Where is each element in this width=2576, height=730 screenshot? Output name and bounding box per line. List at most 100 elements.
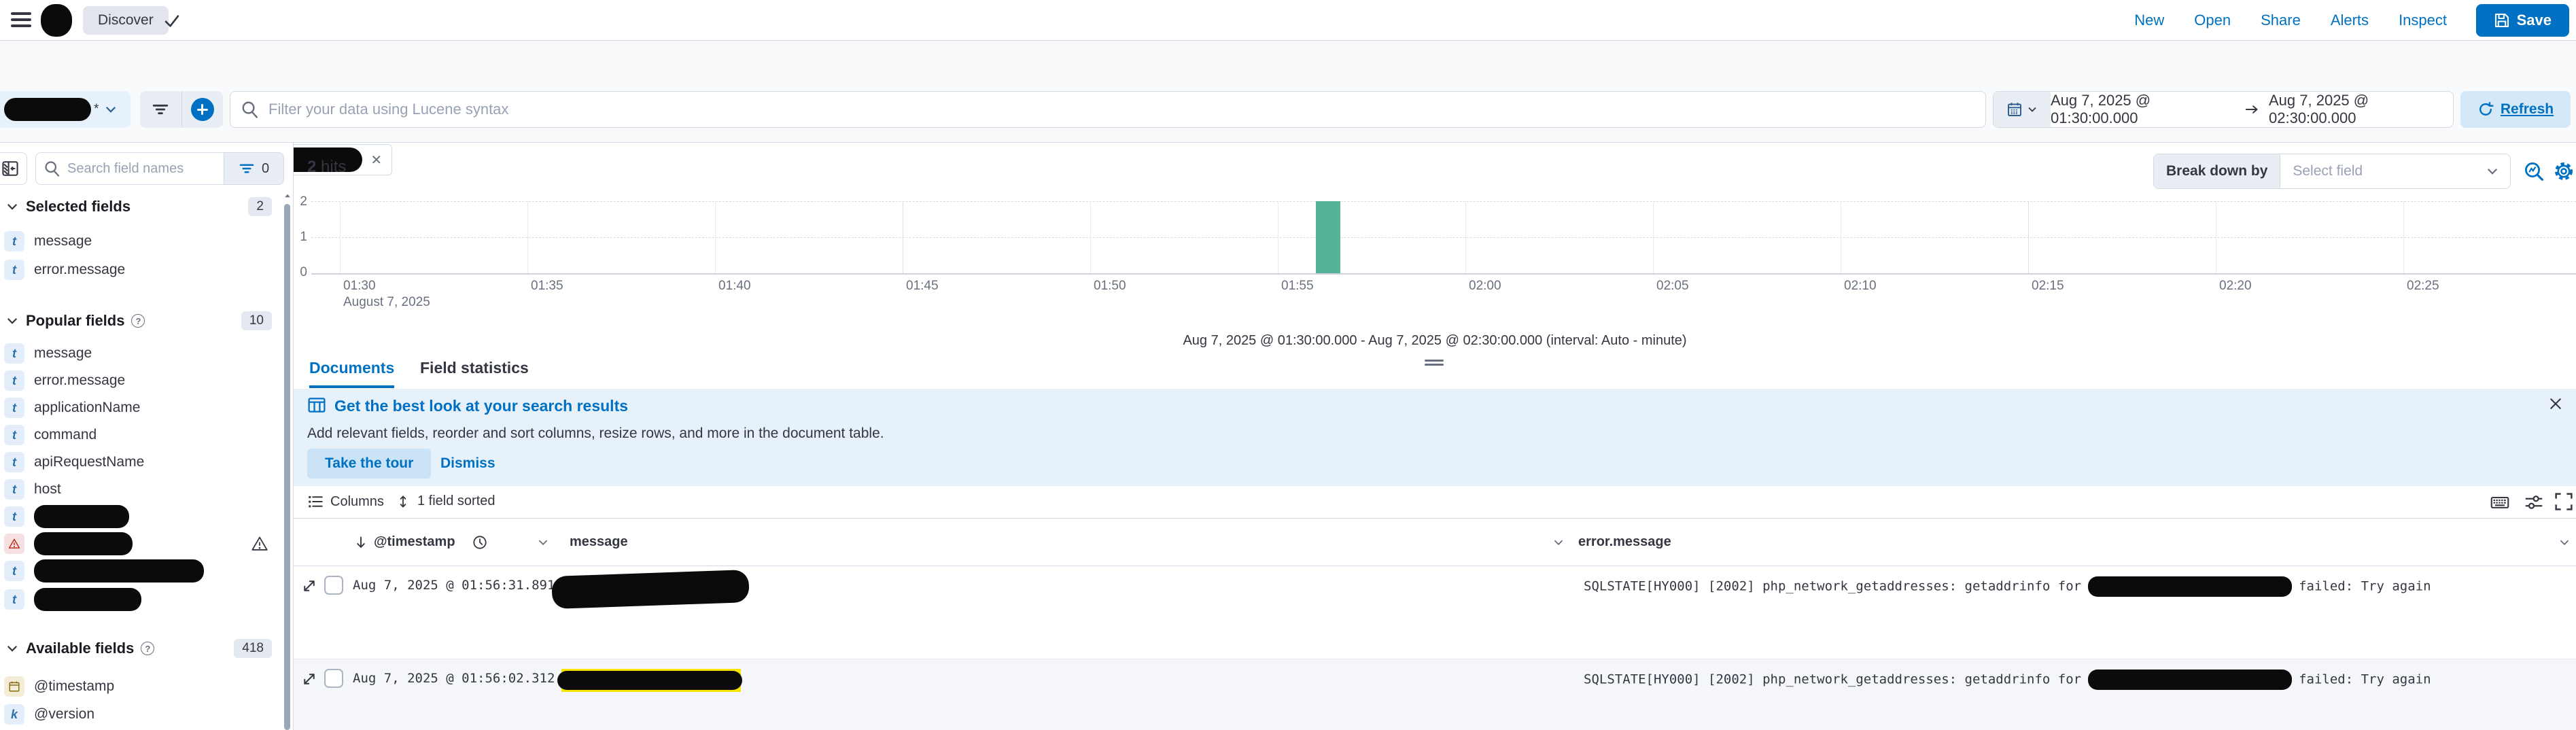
- x-axis-tick: 02:10: [1844, 279, 1877, 293]
- gridline: [1653, 201, 1654, 273]
- x-axis-tick: 01:40: [718, 279, 751, 293]
- field-name: message: [34, 345, 92, 361]
- refresh-label: Refresh: [2500, 101, 2554, 117]
- nav-inspect[interactable]: Inspect: [2399, 12, 2447, 29]
- field-item-timestamp[interactable]: @timestamp: [4, 676, 114, 697]
- field-item-message[interactable]: t message: [4, 231, 92, 251]
- field-name-redacted: [34, 588, 141, 611]
- keyboard-shortcuts-icon[interactable]: [2490, 493, 2509, 512]
- column-header-timestamp[interactable]: @timestamp: [374, 534, 455, 549]
- field-name: @timestamp: [34, 678, 115, 694]
- field-item-redacted[interactable]: t: [4, 588, 141, 611]
- field-item-error-message[interactable]: t error.message: [4, 260, 125, 280]
- column-menu-chevron-icon[interactable]: [1552, 536, 1565, 549]
- break-down-by-select[interactable]: Break down by Select field: [2153, 154, 2511, 189]
- chart-resize-handle[interactable]: [1425, 358, 1444, 368]
- popular-fields-header[interactable]: Popular fields ? 10: [5, 311, 272, 330]
- date-range-values: Aug 7, 2025 @ 01:30:00.000 Aug 7, 2025 @…: [2051, 92, 2453, 127]
- remove-filter-icon[interactable]: ✕: [370, 152, 383, 168]
- available-fields-header[interactable]: Available fields ? 418: [5, 639, 272, 658]
- breadcrumb[interactable]: Discover: [83, 6, 169, 35]
- date-picker-toggle[interactable]: [1994, 92, 2051, 127]
- arrow-right-icon: [2244, 102, 2259, 117]
- sort-fields-button[interactable]: 1 field sorted: [396, 493, 495, 509]
- chevron-down-icon: [5, 200, 19, 213]
- column-menu-chevron-icon[interactable]: [537, 536, 549, 549]
- columns-button[interactable]: Columns: [307, 493, 384, 510]
- break-down-value: Select field: [2293, 163, 2363, 179]
- tab-documents[interactable]: Documents: [309, 359, 395, 388]
- date-to[interactable]: Aug 7, 2025 @ 02:30:00.000: [2269, 92, 2369, 126]
- field-item-host[interactable]: t host: [4, 479, 61, 500]
- chart-settings-gear-icon[interactable]: [2553, 160, 2575, 182]
- chevron-down-icon: [5, 314, 19, 328]
- menu-icon[interactable]: [11, 9, 31, 31]
- text-field-token-icon: t: [4, 589, 24, 610]
- field-name-redacted: [34, 559, 204, 583]
- take-the-tour-button[interactable]: Take the tour: [307, 449, 432, 479]
- help-icon[interactable]: ?: [131, 314, 145, 328]
- section-count-badge: 2: [248, 197, 272, 216]
- error-host-redacted: [2088, 670, 2293, 690]
- x-axis-tick: 01:35: [531, 279, 563, 293]
- field-item-redacted-conflict[interactable]: [4, 532, 268, 555]
- save-button[interactable]: Save: [2475, 4, 2569, 37]
- scroll-up-arrow-icon[interactable]: [283, 192, 292, 200]
- selected-fields-header[interactable]: Selected fields 2: [5, 197, 272, 216]
- nav-share[interactable]: Share: [2261, 12, 2301, 29]
- field-item-apiRequestName[interactable]: t apiRequestName: [4, 452, 144, 472]
- error-message-cell: SQLSTATE[HY000] [2002] php_network_getad…: [1584, 670, 2535, 690]
- histogram-bar[interactable]: [1316, 201, 1340, 273]
- close-icon[interactable]: [2547, 396, 2564, 412]
- field-item-message[interactable]: t message: [4, 343, 92, 364]
- column-menu-chevron-icon[interactable]: [2558, 536, 2571, 549]
- refresh-button[interactable]: Refresh: [2460, 91, 2571, 128]
- date-from[interactable]: Aug 7, 2025 @ 01:30:00.000: [2051, 92, 2151, 126]
- chevron-down-icon: [2027, 104, 2038, 115]
- x-axis-line: [311, 273, 2576, 275]
- dismiss-button[interactable]: Dismiss: [440, 455, 495, 471]
- date-range-picker[interactable]: Aug 7, 2025 @ 01:30:00.000 Aug 7, 2025 @…: [1993, 91, 2454, 128]
- tab-field-statistics[interactable]: Field statistics: [420, 359, 529, 377]
- data-view-selector[interactable]: *: [0, 91, 130, 128]
- nav-new[interactable]: New: [2134, 12, 2165, 29]
- field-item-redacted[interactable]: t: [4, 505, 129, 528]
- sort-desc-arrow-icon: [353, 535, 368, 550]
- data-grid-toolbar: Columns 1 field sorted: [294, 486, 2576, 519]
- gridline: [715, 201, 716, 273]
- plus-circle-icon: [190, 98, 214, 121]
- select-row-checkbox[interactable]: [324, 576, 343, 595]
- search-icon: [241, 101, 259, 118]
- expand-document-icon[interactable]: [301, 671, 317, 687]
- y-axis-tick: 1: [300, 230, 307, 244]
- help-icon[interactable]: ?: [141, 642, 155, 655]
- field-filter-button[interactable]: 0: [224, 153, 283, 184]
- field-item-error-message[interactable]: t error.message: [4, 370, 125, 391]
- text-field-token-icon: t: [4, 231, 24, 251]
- field-name: message: [34, 233, 92, 249]
- field-item-command[interactable]: t command: [4, 425, 97, 445]
- expand-document-icon[interactable]: [301, 578, 317, 594]
- columns-label: Columns: [330, 493, 384, 509]
- column-header-message[interactable]: message: [570, 534, 628, 549]
- query-search-input[interactable]: [268, 101, 1974, 118]
- field-item-version[interactable]: k @version: [4, 704, 94, 725]
- field-item-redacted[interactable]: t: [4, 559, 204, 583]
- fullscreen-icon[interactable]: [2554, 492, 2573, 511]
- nav-alerts[interactable]: Alerts: [2330, 12, 2369, 29]
- column-header-error-message[interactable]: error.message: [1578, 534, 1671, 549]
- display-options-sliders-icon[interactable]: [2524, 493, 2543, 512]
- text-field-token-icon: t: [4, 452, 24, 472]
- field-search-input[interactable]: [67, 160, 224, 177]
- gridline: [1090, 201, 1091, 273]
- select-row-checkbox[interactable]: [324, 669, 343, 688]
- sidebar-scrollbar[interactable]: [284, 204, 290, 730]
- add-filter-button[interactable]: [181, 91, 224, 128]
- collapse-sidebar-button[interactable]: [0, 152, 27, 185]
- saved-query-filter-button[interactable]: [140, 91, 181, 128]
- panel-collapse-icon: [1, 160, 19, 177]
- edit-visualization-lens-icon[interactable]: [2523, 160, 2545, 182]
- field-item-applicationName[interactable]: t applicationName: [4, 398, 140, 418]
- nav-open[interactable]: Open: [2194, 12, 2231, 29]
